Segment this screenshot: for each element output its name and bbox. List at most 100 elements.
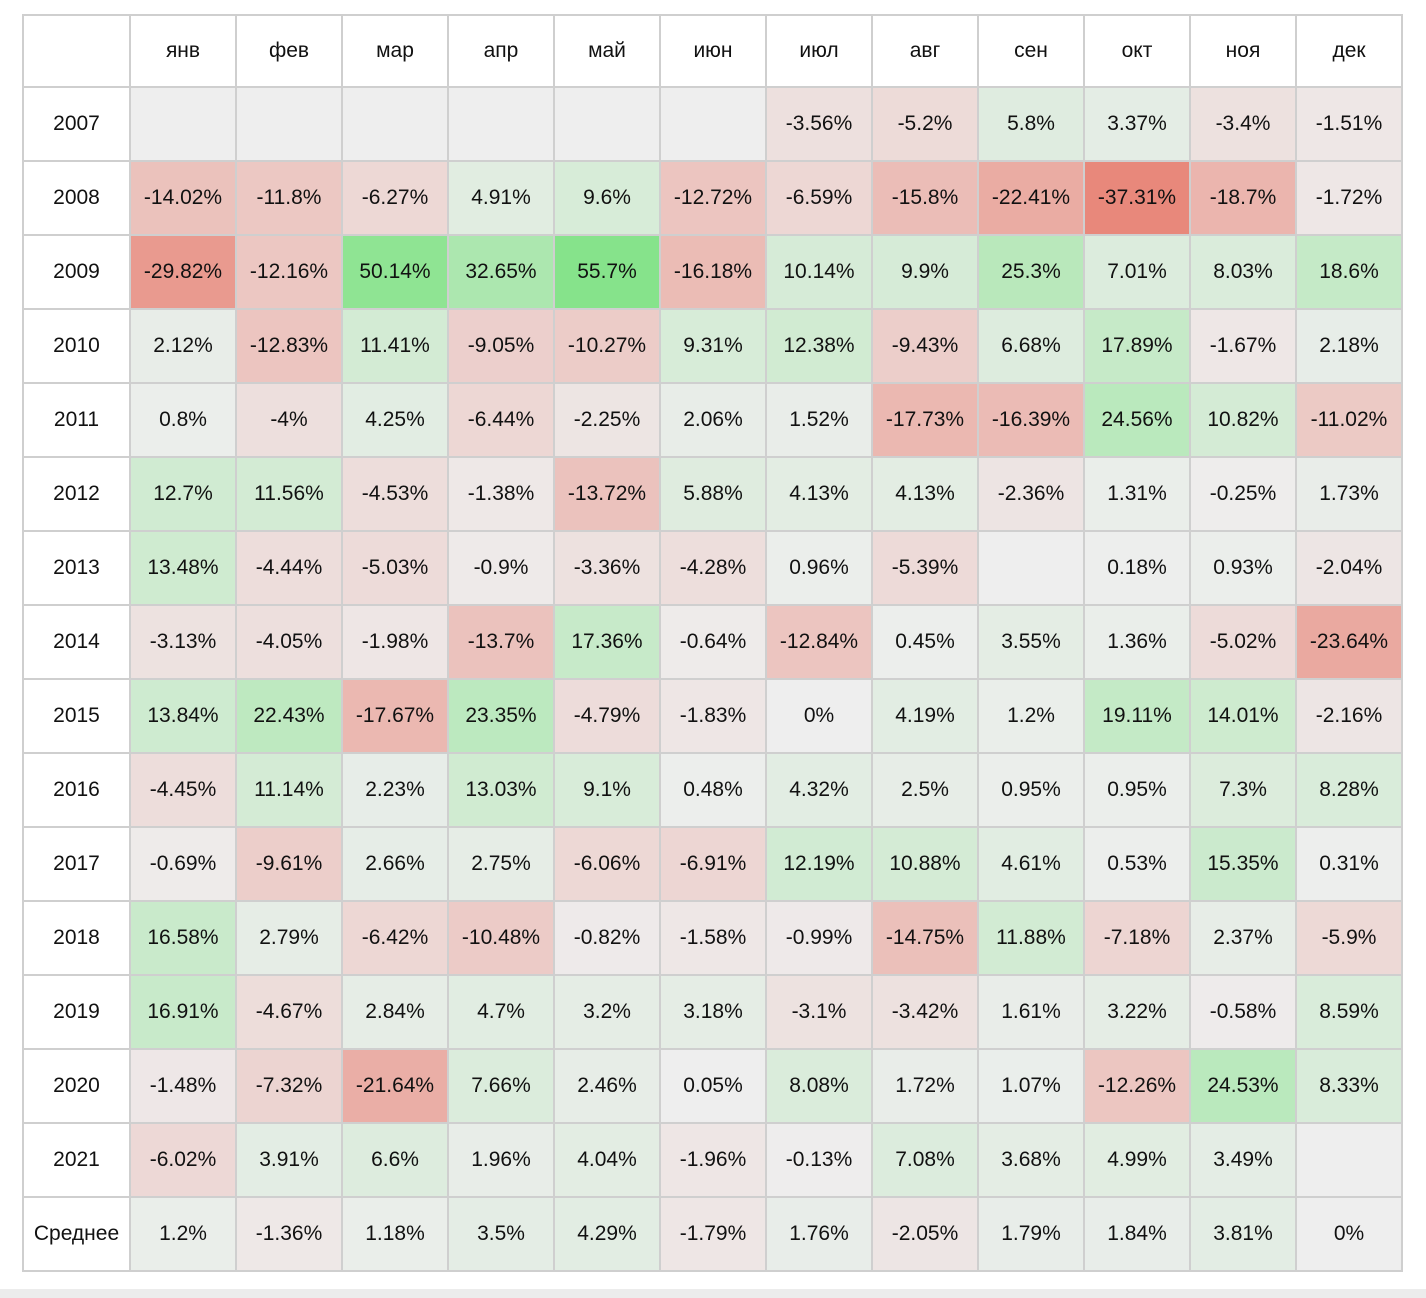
heatmap-cell: 1.84%: [1083, 1196, 1191, 1272]
heatmap-cell: 22.43%: [235, 678, 343, 754]
heatmap-cell: -4.05%: [235, 604, 343, 680]
heatmap-cell: -4.44%: [235, 530, 343, 606]
heatmap-cell: 1.18%: [341, 1196, 449, 1272]
heatmap-cell: 0.53%: [1083, 826, 1191, 902]
heatmap-cell: [659, 86, 767, 162]
heatmap-cell: 7.01%: [1083, 234, 1191, 310]
row-label: 2010: [22, 308, 131, 384]
heatmap-cell: -15.8%: [871, 160, 979, 236]
heatmap-cell: -3.13%: [129, 604, 237, 680]
row-label: 2014: [22, 604, 131, 680]
month-header: сен: [977, 14, 1085, 88]
table-row: 2018 16.58% 2.79% -6.42% -10.48% -0.82% -1.58%…: [22, 900, 1403, 976]
heatmap-cell: -18.7%: [1189, 160, 1297, 236]
heatmap-cell: 50.14%: [341, 234, 449, 310]
heatmap-cell: 8.33%: [1295, 1048, 1403, 1124]
heatmap-cell: 4.19%: [871, 678, 979, 754]
heatmap-cell: 0.45%: [871, 604, 979, 680]
heatmap-cell: 4.7%: [447, 974, 555, 1050]
heatmap-cell: -6.59%: [765, 160, 873, 236]
heatmap-cell: 2.79%: [235, 900, 343, 976]
heatmap-cell: -1.79%: [659, 1196, 767, 1272]
heatmap-cell: -17.73%: [871, 382, 979, 458]
table-row: 2020 -1.48% -7.32% -21.64% 7.66% 2.46% 0.05% 8.…: [22, 1048, 1403, 1124]
heatmap-cell: 5.8%: [977, 86, 1085, 162]
heatmap-cell: 3.5%: [447, 1196, 555, 1272]
month-header: июн: [659, 14, 767, 88]
heatmap-cell: 3.55%: [977, 604, 1085, 680]
heatmap-cell: 8.59%: [1295, 974, 1403, 1050]
heatmap-cell: 24.53%: [1189, 1048, 1297, 1124]
bottom-scrollbar-track: [0, 1289, 1426, 1298]
heatmap-cell: -4.45%: [129, 752, 237, 828]
table-row: Среднее 1.2% -1.36% 1.18% 3.5% 4.29% -1.79% 1.7…: [22, 1196, 1403, 1272]
month-header: ноя: [1189, 14, 1297, 88]
heatmap-cell: -5.2%: [871, 86, 979, 162]
heatmap-cell: 0.18%: [1083, 530, 1191, 606]
month-header: май: [553, 14, 661, 88]
heatmap-cell: -13.7%: [447, 604, 555, 680]
table-row: 2021 -6.02% 3.91% 6.6% 1.96% 4.04% -1.96% -0.13…: [22, 1122, 1403, 1198]
heatmap-cell: 2.66%: [341, 826, 449, 902]
heatmap-cell: 12.19%: [765, 826, 873, 902]
heatmap-cell: 2.75%: [447, 826, 555, 902]
table-row: 2008 -14.02% -11.8% -6.27% 4.91% 9.6% -12.72% -…: [22, 160, 1403, 236]
heatmap-cell: -0.13%: [765, 1122, 873, 1198]
row-label: 2021: [22, 1122, 131, 1198]
table-row: 2016 -4.45% 11.14% 2.23% 13.03% 9.1% 0.48% 4.32…: [22, 752, 1403, 828]
heatmap-cell: 4.91%: [447, 160, 555, 236]
heatmap-cell: -0.9%: [447, 530, 555, 606]
heatmap-cell: 1.31%: [1083, 456, 1191, 532]
heatmap-cell: 9.9%: [871, 234, 979, 310]
heatmap-cell: -6.02%: [129, 1122, 237, 1198]
heatmap-cell: 4.32%: [765, 752, 873, 828]
heatmap-cell: 7.3%: [1189, 752, 1297, 828]
heatmap-cell: -1.58%: [659, 900, 767, 976]
heatmap-cell: -6.42%: [341, 900, 449, 976]
heatmap-cell: -3.36%: [553, 530, 661, 606]
heatmap-cell: 3.2%: [553, 974, 661, 1050]
heatmap-cell: 3.22%: [1083, 974, 1191, 1050]
heatmap-cell: -16.18%: [659, 234, 767, 310]
heatmap-cell: -4.67%: [235, 974, 343, 1050]
heatmap-cell: -12.72%: [659, 160, 767, 236]
heatmap-cell: 3.81%: [1189, 1196, 1297, 1272]
row-label: 2011: [22, 382, 131, 458]
heatmap-cell: 1.96%: [447, 1122, 555, 1198]
heatmap-cell: 2.84%: [341, 974, 449, 1050]
heatmap-cell: 8.08%: [765, 1048, 873, 1124]
heatmap-cell: 10.88%: [871, 826, 979, 902]
heatmap-cell: 0.05%: [659, 1048, 767, 1124]
heatmap-cell: 8.03%: [1189, 234, 1297, 310]
row-label: 2016: [22, 752, 131, 828]
heatmap-cell: 15.35%: [1189, 826, 1297, 902]
table-row: 2013 13.48% -4.44% -5.03% -0.9% -3.36% -4.28% 0…: [22, 530, 1403, 606]
heatmap-cell: 11.41%: [341, 308, 449, 384]
heatmap-cell: 0.96%: [765, 530, 873, 606]
heatmap-cell: -1.83%: [659, 678, 767, 754]
heatmap-cell: -23.64%: [1295, 604, 1403, 680]
heatmap-cell: -0.69%: [129, 826, 237, 902]
heatmap-cell: 2.06%: [659, 382, 767, 458]
table-row: 2011 0.8% -4% 4.25% -6.44% -2.25% 2.06% 1.52% -1…: [22, 382, 1403, 458]
heatmap-cell: -5.03%: [341, 530, 449, 606]
heatmap-cell: 2.23%: [341, 752, 449, 828]
heatmap-cell: 1.07%: [977, 1048, 1085, 1124]
heatmap-cell: 6.6%: [341, 1122, 449, 1198]
heatmap-cell: -0.82%: [553, 900, 661, 976]
row-label: 2020: [22, 1048, 131, 1124]
heatmap-cell: -7.18%: [1083, 900, 1191, 976]
heatmap-cell: -1.72%: [1295, 160, 1403, 236]
heatmap-cell: 0.8%: [129, 382, 237, 458]
heatmap-cell: [235, 86, 343, 162]
heatmap-cell: -2.05%: [871, 1196, 979, 1272]
table-row: 2017 -0.69% -9.61% 2.66% 2.75% -6.06% -6.91% 12…: [22, 826, 1403, 902]
heatmap-cell: 2.18%: [1295, 308, 1403, 384]
heatmap-cell: 16.58%: [129, 900, 237, 976]
heatmap-cell: 1.61%: [977, 974, 1085, 1050]
heatmap-cell: -21.64%: [341, 1048, 449, 1124]
heatmap-cell: -11.02%: [1295, 382, 1403, 458]
heatmap-cell: 55.7%: [553, 234, 661, 310]
heatmap-cell: 0%: [765, 678, 873, 754]
heatmap-cell: [447, 86, 555, 162]
